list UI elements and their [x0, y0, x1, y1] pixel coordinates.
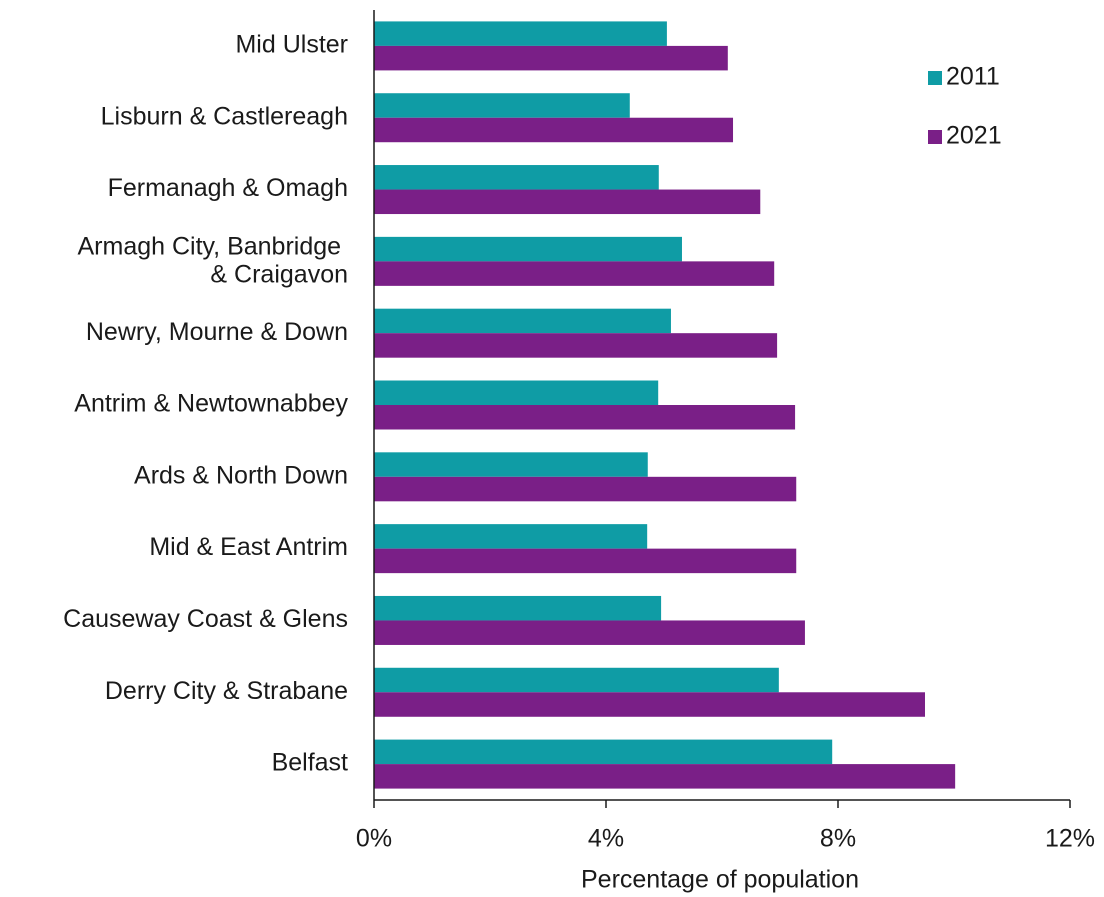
y-tick-label: Ards & North Down — [134, 461, 348, 489]
bar — [374, 405, 796, 430]
y-tick-label: Armagh City, Banbridge & Craigavon — [78, 232, 349, 288]
y-tick-label: Derry City & Strabane — [105, 677, 348, 705]
y-tick-label: Newry, Mourne & Down — [86, 318, 348, 346]
bar — [374, 165, 659, 190]
bar — [374, 476, 797, 502]
bar — [374, 93, 630, 118]
y-tick-label: Lisburn & Castlereagh — [101, 102, 348, 130]
x-tick-label: 4% — [588, 825, 624, 853]
bar — [374, 380, 659, 405]
bar — [374, 117, 734, 143]
bar — [374, 333, 778, 358]
y-tick-label: Antrim & Newtownabbey — [74, 390, 348, 418]
legend-swatch — [928, 71, 942, 85]
x-tick-label: 0% — [356, 825, 392, 853]
legend-label: 2021 — [946, 122, 1002, 150]
bar — [374, 692, 925, 717]
bar — [374, 667, 779, 693]
bar — [374, 452, 648, 477]
y-tick-label: Fermanagh & Omagh — [108, 174, 348, 202]
x-tick-label: 12% — [1045, 825, 1095, 853]
bar — [374, 548, 797, 574]
bar — [374, 189, 761, 215]
y-tick-label: Mid Ulster — [235, 31, 348, 59]
bar — [374, 236, 682, 262]
y-tick-label: Causeway Coast & Glens — [63, 605, 348, 633]
bar — [374, 764, 956, 789]
y-tick-label: Mid & East Antrim — [149, 533, 348, 561]
bar — [374, 45, 728, 71]
legend-swatch — [928, 130, 942, 144]
bar — [374, 21, 667, 46]
x-tick-label: 8% — [820, 825, 856, 853]
bar — [374, 261, 775, 286]
bar — [374, 739, 833, 765]
bar — [374, 620, 805, 645]
y-tick-label: Belfast — [272, 749, 348, 777]
bar — [374, 308, 671, 334]
bar — [374, 595, 662, 621]
legend-label: 2011 — [946, 63, 1000, 91]
bar — [374, 524, 648, 549]
x-axis-label: Percentage of population — [581, 866, 859, 894]
